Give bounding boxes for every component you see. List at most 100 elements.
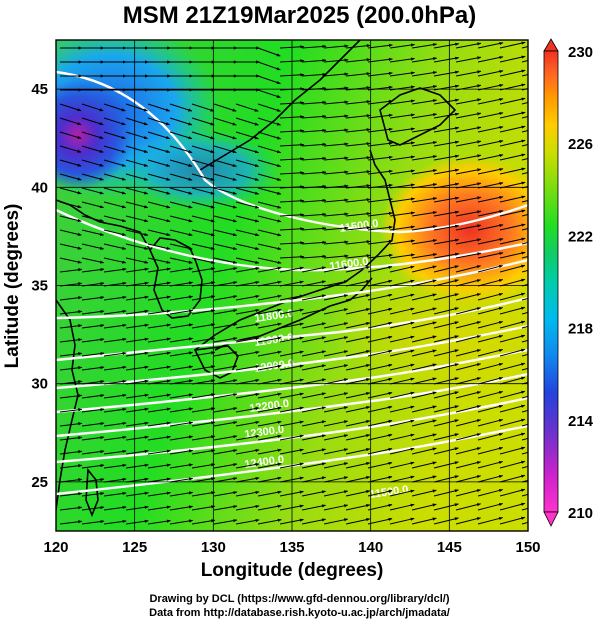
wind-vector — [345, 44, 371, 49]
wind-vector — [59, 173, 82, 181]
wind-vector — [81, 352, 105, 357]
wind-vector — [455, 56, 482, 63]
wind-vector — [455, 126, 482, 133]
wind-vector — [301, 462, 327, 469]
wind-vector — [455, 293, 482, 301]
wind-vector — [169, 243, 193, 250]
wind-vector — [499, 334, 526, 343]
credit-data-source: Data from http://database.rish.kyoto-u.a… — [149, 607, 450, 619]
wind-vector — [433, 503, 459, 511]
x-tick-label: 120 — [43, 539, 68, 556]
wind-vector — [235, 448, 260, 455]
wind-vector — [389, 113, 415, 119]
wind-vector — [411, 127, 438, 133]
wind-vector — [389, 57, 415, 63]
wind-vector — [389, 335, 415, 343]
wind-vector — [103, 103, 126, 112]
wind-vector — [477, 195, 504, 203]
wind-vector — [455, 224, 482, 231]
wind-vector — [345, 476, 371, 483]
lat-lon-grid — [56, 40, 528, 531]
wind-vector — [169, 519, 194, 525]
wind-vector — [59, 324, 83, 329]
wind-vector — [257, 420, 282, 427]
wind-vector — [235, 257, 260, 264]
wind-vector — [499, 488, 526, 497]
wind-vector — [59, 464, 83, 469]
wind-vector — [103, 323, 127, 329]
wind-vector — [499, 278, 526, 287]
wind-vector — [477, 41, 504, 49]
wind-vector — [125, 215, 149, 223]
wind-vector — [389, 141, 415, 147]
wind-vector — [367, 197, 393, 203]
wind-vector — [213, 491, 238, 497]
wind-vector — [433, 321, 459, 329]
wind-vector — [81, 257, 105, 264]
wind-vector — [169, 365, 194, 371]
wind-vector — [191, 393, 216, 399]
wind-vector — [147, 229, 171, 237]
wind-vector — [521, 269, 528, 273]
wind-vector — [301, 72, 327, 77]
y-tick-label: 45 — [31, 81, 48, 98]
colorbar-tick-label: 222 — [568, 228, 593, 245]
coastline-korea — [149, 237, 203, 319]
wind-vector — [367, 225, 393, 231]
wind-vector — [323, 170, 349, 175]
wind-vector — [477, 320, 504, 329]
wind-vector — [455, 503, 482, 511]
wind-vector — [213, 295, 238, 301]
wind-vector — [81, 296, 105, 301]
wind-vector — [191, 309, 216, 315]
wind-vector — [301, 198, 327, 203]
wind-vector — [521, 144, 528, 147]
wind-vector — [147, 145, 171, 153]
wind-vector — [235, 364, 260, 371]
wind-vector — [411, 363, 437, 371]
wind-vector — [81, 268, 105, 273]
wind-vector — [323, 434, 349, 441]
wind-vector — [235, 266, 260, 273]
wind-vector — [103, 463, 127, 469]
wind-vector — [367, 503, 393, 511]
wind-vector — [301, 434, 327, 441]
wind-vector — [257, 476, 282, 483]
wind-vector — [323, 420, 349, 427]
wind-vector — [191, 215, 215, 223]
wind-vector — [389, 211, 415, 217]
wind-vector — [323, 114, 349, 119]
wind-vector — [235, 490, 260, 497]
wind-vector — [477, 125, 504, 133]
wind-vector — [477, 237, 504, 245]
wind-vector — [147, 491, 171, 497]
wind-vector — [323, 212, 349, 217]
wind-vector — [455, 98, 482, 105]
wind-vector — [301, 212, 327, 217]
wind-vector — [477, 153, 504, 161]
wind-vector — [367, 349, 393, 357]
wind-vector — [147, 295, 171, 301]
wind-vector — [433, 349, 459, 357]
wind-vector — [257, 406, 282, 413]
wind-vector — [323, 378, 349, 385]
wind-vector — [213, 131, 237, 140]
y-tick-label: 30 — [31, 376, 48, 393]
wind-vector — [81, 215, 104, 223]
wind-vector — [213, 257, 238, 264]
wind-vector — [433, 112, 460, 119]
wind-vector — [345, 72, 371, 77]
wind-vectors — [59, 41, 528, 525]
wind-vector — [345, 266, 371, 273]
wind-vector — [257, 434, 282, 441]
wind-vector — [389, 127, 415, 133]
wind-vector — [521, 521, 528, 525]
wind-vector — [147, 267, 171, 273]
wind-vector — [455, 489, 482, 497]
wind-vector — [455, 433, 482, 441]
wind-vector — [433, 279, 459, 287]
wind-vector — [169, 187, 193, 195]
wind-vector — [521, 465, 528, 469]
wind-vector — [477, 69, 504, 77]
wind-vector — [59, 520, 83, 525]
